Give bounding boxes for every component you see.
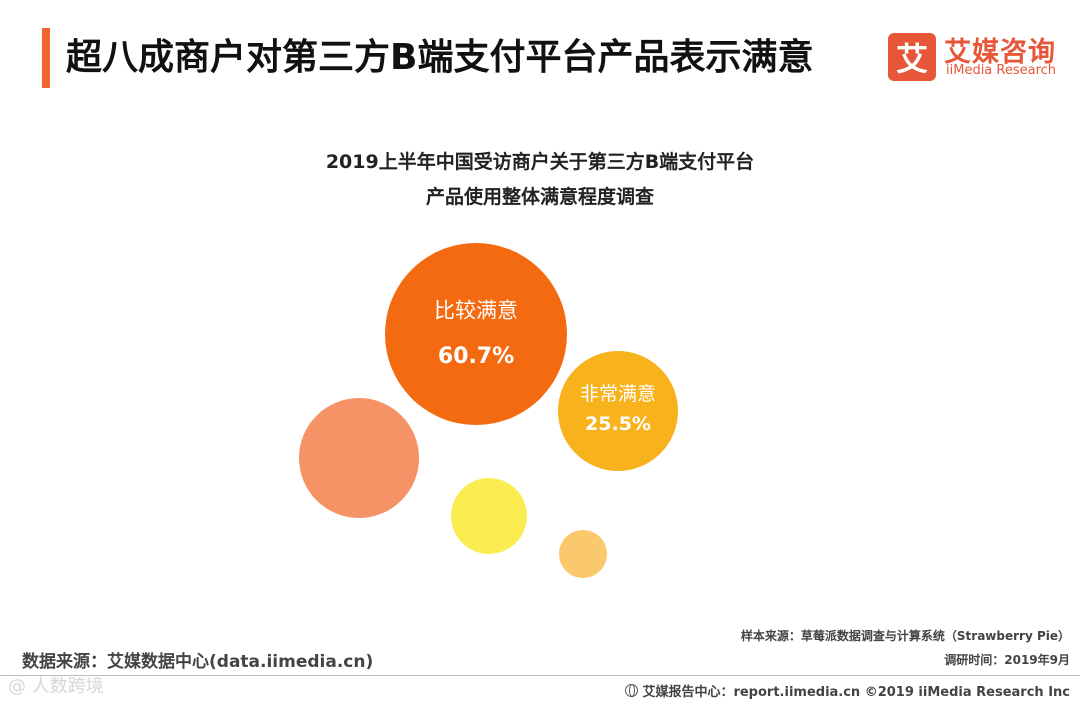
iimedia-logo-text: 艾媒咨询 xyxy=(944,37,1056,68)
bubble-bijiao-manyi xyxy=(385,243,567,425)
bubble-value-bijiao-manyi: 60.7% xyxy=(438,344,514,369)
bubble-decor-2 xyxy=(451,478,527,554)
bubble-value-feichang-manyi: 25.5% xyxy=(585,413,651,435)
survey-date: 调研时间：2019年9月 xyxy=(944,653,1070,667)
watermark: @ 人数跨境 xyxy=(8,676,104,697)
chart-title-line1: 2019上半年中国受访商户关于第三方B端支付平台 xyxy=(325,151,755,173)
bubble-label-bijiao-manyi: 比较满意 xyxy=(434,299,518,323)
globe-icon xyxy=(625,684,639,697)
chart-title-line2: 产品使用整体满意程度调查 xyxy=(425,186,654,208)
page-title: 超八成商户对第三方B端支付平台产品表示满意 xyxy=(66,37,814,78)
bubble-feichang-manyi xyxy=(558,351,678,471)
iimedia-logo-mark: 艾 xyxy=(888,33,936,81)
report-center-text: 艾媒报告中心：report.iimedia.cn ©2019 iiMedia R… xyxy=(642,685,1070,700)
sample-source: 样本来源：草莓派数据调查与计算系统（Strawberry Pie） xyxy=(740,629,1070,643)
data-source: 数据来源：艾媒数据中心(data.iimedia.cn) xyxy=(22,652,374,672)
iimedia-logo-subtitle: iiMedia Research xyxy=(946,63,1057,78)
title-accent-bar xyxy=(42,28,50,88)
footer-divider xyxy=(0,675,1080,676)
bubble-decor-3 xyxy=(559,530,607,578)
bubble-decor-1 xyxy=(299,398,419,518)
bubble-label-feichang-manyi: 非常满意 xyxy=(580,383,656,405)
report-center: 艾媒报告中心：report.iimedia.cn ©2019 iiMedia R… xyxy=(625,681,1070,700)
